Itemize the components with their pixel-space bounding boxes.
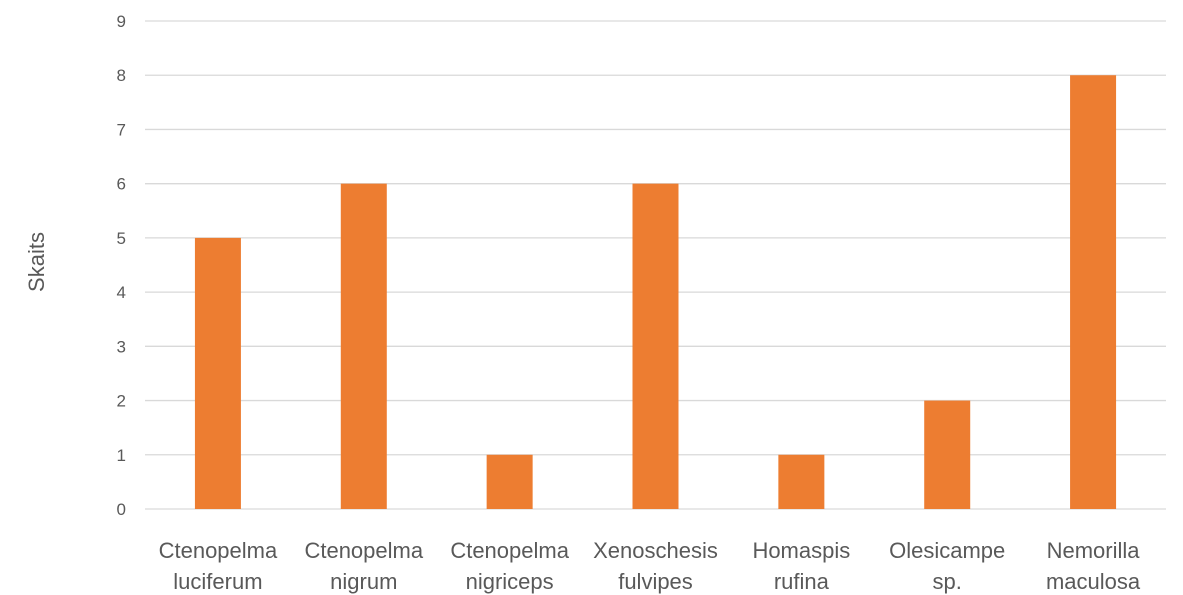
x-category-label-line: fulvipes xyxy=(618,569,693,594)
x-category-label: Ctenopelma luciferum xyxy=(159,538,278,594)
x-category-label: Nemorilla maculosa xyxy=(1046,538,1141,594)
bar xyxy=(194,237,241,509)
y-tick-label: 7 xyxy=(117,120,126,139)
y-tick-label: 5 xyxy=(117,229,126,248)
x-category-label-line: luciferum xyxy=(173,569,262,594)
x-category-label-line: Homaspis xyxy=(752,538,850,563)
bars xyxy=(194,75,1117,509)
y-tick-label: 2 xyxy=(117,392,126,411)
x-category-label-line: nigriceps xyxy=(466,569,554,594)
y-tick-label: 9 xyxy=(117,12,126,31)
x-category-label-line: Xenoschesis xyxy=(593,538,718,563)
x-category-label: Olesicampe sp. xyxy=(889,538,1005,594)
bar xyxy=(340,183,387,509)
bar xyxy=(632,183,679,509)
y-tick-label: 1 xyxy=(117,446,126,465)
x-category-label-line: Olesicampe xyxy=(889,538,1005,563)
y-tick-label: 6 xyxy=(117,175,126,194)
x-category-label: Ctenopelma nigriceps xyxy=(450,538,569,594)
x-category-label-line: rufina xyxy=(774,569,830,594)
y-axis-title: Skaits xyxy=(24,232,49,292)
x-category-label-line: Ctenopelma xyxy=(450,538,569,563)
x-category-label: Ctenopelma nigrum xyxy=(304,538,423,594)
y-axis-ticks: 0 1 2 3 4 5 6 7 8 9 xyxy=(117,12,126,519)
y-tick-label: 8 xyxy=(117,66,126,85)
x-category-label-line: Nemorilla xyxy=(1047,538,1141,563)
bar xyxy=(486,454,533,509)
y-tick-label: 0 xyxy=(117,500,126,519)
x-category-label-line: maculosa xyxy=(1046,569,1141,594)
bar xyxy=(778,454,825,509)
x-category-label: Homaspis rufina xyxy=(752,538,850,594)
x-category-label-line: Ctenopelma xyxy=(159,538,278,563)
y-tick-label: 3 xyxy=(117,337,126,356)
y-tick-label: 4 xyxy=(117,283,126,302)
x-category-label: Xenoschesis fulvipes xyxy=(593,538,718,594)
x-category-label-line: nigrum xyxy=(330,569,397,594)
x-category-label-line: Ctenopelma xyxy=(304,538,423,563)
bar xyxy=(1070,75,1117,509)
bar xyxy=(924,400,971,509)
x-category-label-line: sp. xyxy=(933,569,962,594)
